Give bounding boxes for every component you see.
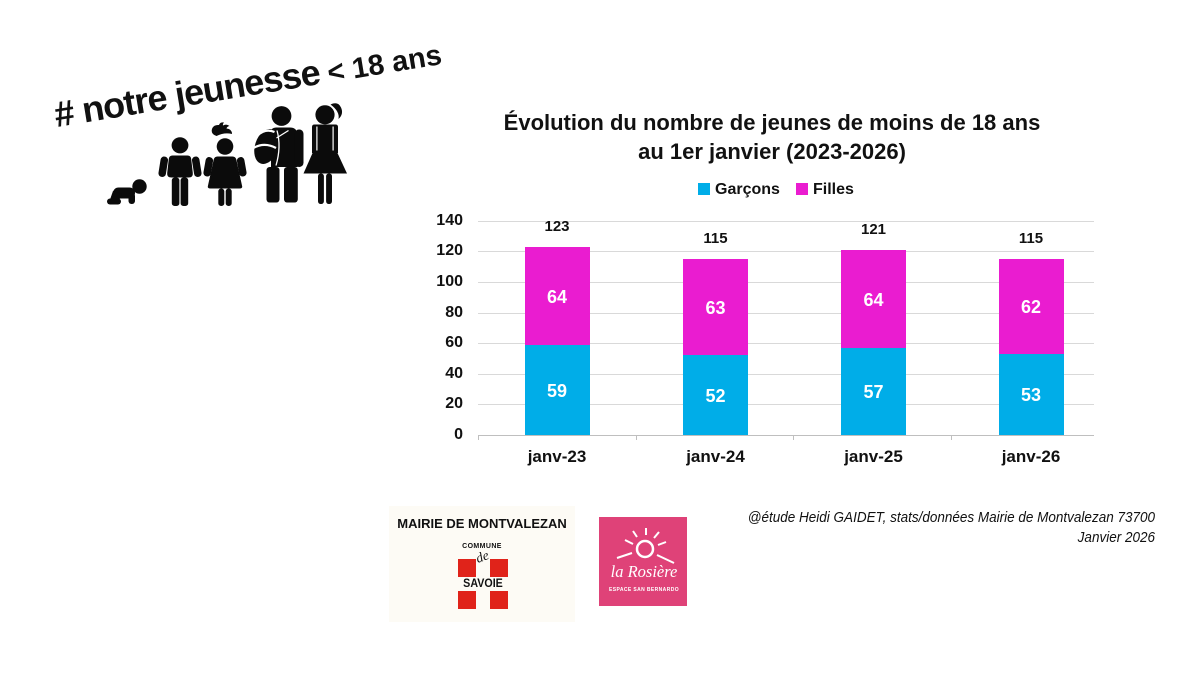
svg-text:ESPACE SAN BERNARDO: ESPACE SAN BERNARDO — [609, 587, 679, 593]
svg-text:la Rosière: la Rosière — [611, 562, 678, 581]
